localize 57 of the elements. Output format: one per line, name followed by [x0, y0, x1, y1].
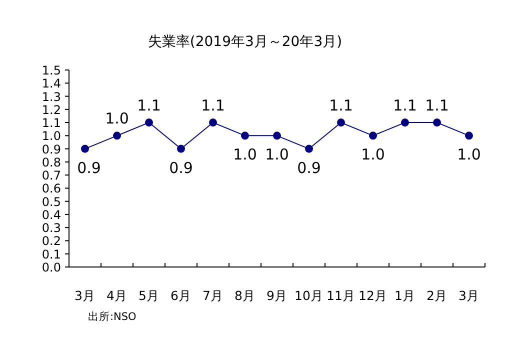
data-label: 0.9 — [297, 158, 321, 177]
x-tick-label: 5月 — [138, 288, 160, 303]
x-tick-label: 4月 — [106, 288, 128, 303]
data-label: 1.0 — [457, 146, 481, 164]
y-tick-label: 0.0 — [42, 260, 61, 274]
x-tick-label: 11月 — [326, 288, 356, 303]
data-label: 1.1 — [201, 96, 225, 115]
data-label: 1.0 — [265, 146, 289, 164]
point — [305, 144, 313, 153]
data-label: 1.1 — [393, 96, 417, 115]
data-label: 1.1 — [329, 96, 353, 115]
y-tick-label: 0.9 — [42, 142, 61, 156]
point — [209, 118, 217, 127]
point — [369, 132, 377, 140]
y-tick-label: 0.5 — [42, 194, 61, 209]
point — [145, 118, 153, 127]
y-tick-label: 0.4 — [42, 208, 61, 222]
y-tick-label: 0.8 — [42, 155, 61, 170]
x-tick-label: 9月 — [266, 288, 288, 303]
data-label: 0.9 — [169, 158, 193, 177]
data-label: 1.1 — [425, 96, 449, 115]
y-tick-label: 1.4 — [42, 76, 61, 91]
x-tick-label: 3月 — [74, 288, 96, 303]
chart-title: 失業率(2019年3月～20年3月) — [148, 34, 342, 50]
point — [113, 132, 121, 140]
point — [433, 118, 441, 127]
y-tick-label: 1.2 — [42, 102, 61, 117]
point — [465, 132, 473, 140]
x-tick-label: 8月 — [234, 288, 256, 303]
y-tick-label: 1.5 — [42, 64, 61, 78]
x-tick-label: 2月 — [426, 288, 448, 303]
x-tick-label: 6月 — [170, 288, 192, 303]
point — [401, 118, 409, 127]
y-tick-label: 0.6 — [42, 182, 61, 196]
y-tick-label: 0.2 — [42, 234, 61, 248]
data-label: 1.0 — [361, 146, 385, 164]
data-label: 1.1 — [137, 96, 161, 115]
point — [177, 144, 185, 153]
y-tick-label: 1.0 — [42, 129, 61, 144]
data-label: 1.0 — [233, 146, 257, 164]
y-tick-label: 0.3 — [42, 221, 61, 236]
data-label: 1.0 — [105, 110, 129, 128]
point — [241, 132, 249, 140]
point — [81, 144, 89, 153]
y-tick-label: 0.1 — [42, 247, 61, 262]
y-tick-label: 1.1 — [42, 116, 61, 130]
x-tick-label: 3月 — [458, 288, 480, 303]
x-tick-label: 10月 — [294, 288, 324, 303]
point — [273, 132, 281, 140]
y-tick-label: 0.7 — [42, 168, 61, 183]
point — [337, 118, 345, 127]
data-label: 0.9 — [77, 158, 101, 177]
x-tick-label: 1月 — [394, 288, 416, 303]
y-tick-label: 1.3 — [42, 90, 61, 104]
x-tick-label: 12月 — [358, 288, 388, 303]
x-tick-label: 7月 — [202, 288, 224, 303]
text: 出所:NSO — [88, 310, 136, 323]
